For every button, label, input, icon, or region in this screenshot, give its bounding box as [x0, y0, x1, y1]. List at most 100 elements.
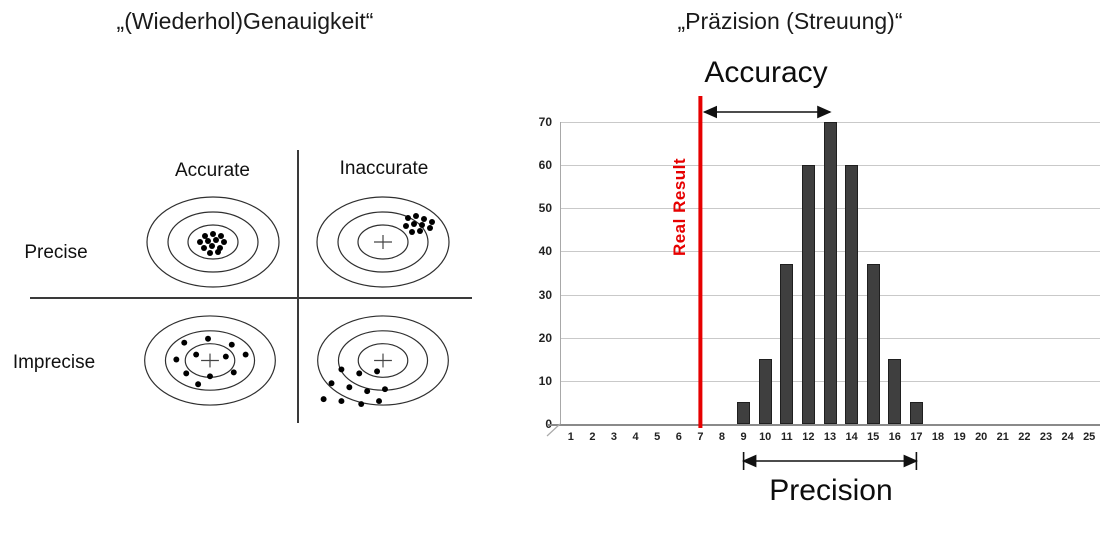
y-axis [560, 122, 561, 424]
measurement-dot [413, 213, 419, 219]
measurement-dot [197, 239, 203, 245]
x-axis-tick-label: 9 [740, 431, 747, 443]
precision-label: Precision [769, 474, 893, 507]
histogram-bar [888, 359, 902, 424]
x-axis-tick-label: 6 [675, 431, 682, 443]
measurement-dot [202, 233, 208, 239]
measurement-dot [429, 219, 435, 225]
quadrant-divider-vertical [297, 150, 299, 423]
histogram-bar [823, 122, 837, 424]
histogram-bar [737, 402, 751, 424]
measurement-dot [183, 370, 190, 377]
y-axis-tick-label: 0 [500, 417, 552, 431]
x-axis-tick-label: 3 [610, 431, 618, 443]
measurement-dot [221, 239, 227, 245]
row-label-precise: Precise [24, 242, 88, 263]
row-label-imprecise: Imprecise [12, 352, 96, 373]
measurement-dot [201, 245, 207, 251]
x-axis-tick-label: 21 [996, 431, 1009, 443]
measurement-dot [210, 231, 216, 237]
measurement-dot [376, 398, 383, 405]
measurement-dot [181, 339, 188, 346]
x-axis-tick-label: 23 [1039, 431, 1053, 443]
x-axis-tick-label: 16 [888, 431, 901, 443]
y-axis-tick-label: 30 [538, 287, 552, 302]
quadrant-divider-horizontal [30, 297, 472, 299]
histogram-bar [909, 402, 923, 424]
target-precise-inaccurate [316, 196, 450, 288]
target-precise-accurate [146, 196, 280, 288]
measurement-dot [215, 249, 221, 255]
target-ring [357, 343, 409, 378]
target-imprecise-inaccurate [317, 315, 449, 408]
measurement-dot [213, 237, 219, 243]
measurement-dot [222, 353, 229, 360]
target-ring [316, 196, 450, 288]
x-axis-tick-label: 12 [802, 431, 815, 443]
measurement-dot [417, 228, 423, 234]
histogram-bar [780, 264, 794, 424]
x-axis-tick-label: 7 [697, 431, 704, 443]
measurement-dot [228, 341, 235, 348]
x-axis-tick-label: 1 [567, 431, 574, 443]
measurement-dot [403, 223, 409, 229]
target-ring [187, 224, 239, 260]
measurement-dot [427, 225, 433, 231]
target-ring [317, 315, 449, 406]
histogram-bar [758, 359, 772, 424]
x-axis [547, 424, 1100, 426]
y-axis-tick-label: 50 [538, 201, 552, 216]
target-ring [164, 330, 256, 391]
x-axis-tick-label: 4 [632, 431, 639, 443]
column-label-inaccurate: Inaccurate [339, 158, 429, 179]
measurement-dot [173, 356, 180, 363]
measurement-dot [411, 221, 417, 227]
measurement-dot [346, 384, 353, 391]
x-axis-tick-label: 10 [759, 431, 772, 443]
measurement-dot [242, 351, 249, 358]
measurement-dot [419, 222, 425, 228]
target-imprecise-accurate [144, 315, 276, 406]
measurement-dot [405, 215, 411, 221]
x-axis-tick-label: 20 [975, 431, 988, 443]
target-ring [337, 211, 429, 273]
measurement-dot [193, 351, 200, 358]
target-ring [357, 224, 409, 260]
measurement-dot [338, 366, 345, 373]
y-axis-tick-label: 20 [538, 330, 552, 345]
x-axis-tick-label: 5 [654, 431, 661, 443]
y-axis-tick-label: 40 [538, 244, 552, 259]
measurement-dot [230, 369, 237, 376]
measurement-dot [209, 243, 215, 249]
measurement-dot [205, 238, 211, 244]
x-axis-tick-label: 14 [845, 431, 858, 443]
x-axis-tick-label: 2 [589, 431, 596, 443]
x-axis-tick-label: 18 [931, 431, 945, 443]
y-axis-tick-label: 70 [538, 115, 552, 129]
measurement-dot [382, 386, 388, 393]
y-axis-tick-label: 60 [538, 158, 552, 173]
x-axis-tick-label: 11 [780, 431, 793, 443]
target-ring [146, 196, 280, 288]
measurement-dot [207, 250, 213, 256]
histogram-bar [866, 264, 880, 424]
histogram-bar [801, 165, 815, 424]
x-axis-tick-label: 15 [867, 431, 880, 443]
x-axis-tick-label: 19 [953, 431, 966, 443]
measurement-dot [358, 401, 365, 408]
x-axis-tick-label: 22 [1018, 431, 1031, 443]
x-axis-tick-label: 13 [823, 431, 837, 443]
right-panel-title: „Präzision (Streuung)“ [677, 8, 903, 34]
accuracy-label: Accuracy [704, 56, 828, 89]
x-axis-tick-label: 24 [1061, 431, 1074, 443]
x-axis-tick-label: 8 [718, 431, 726, 443]
histogram-bar [845, 165, 859, 424]
target-ring [167, 211, 259, 273]
measurement-dot [338, 398, 345, 405]
real-result-label: Real Result [670, 157, 689, 257]
measurement-dot [374, 368, 381, 375]
measurement-dot [320, 396, 327, 403]
measurement-dot [195, 381, 202, 388]
measurement-dot [328, 380, 335, 387]
